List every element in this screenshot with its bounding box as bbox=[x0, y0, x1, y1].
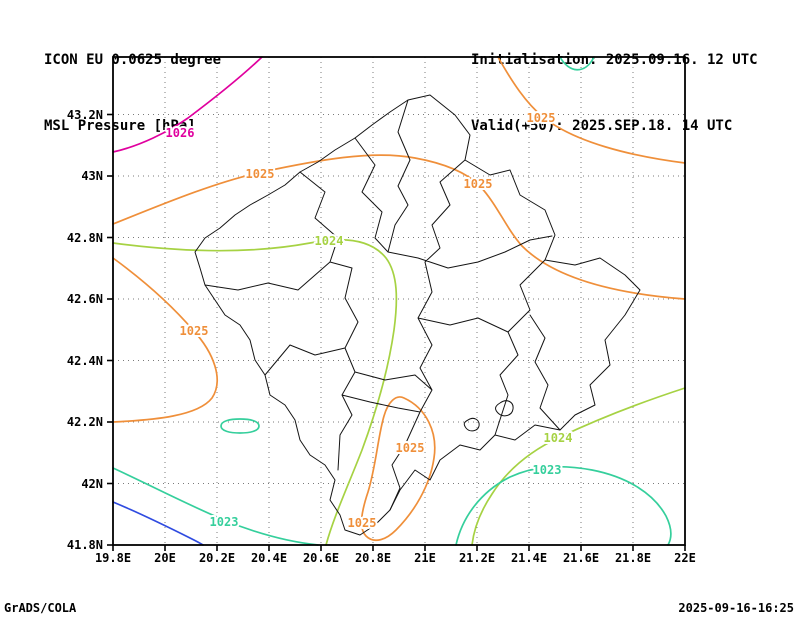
y-tick-label: 42.2N bbox=[66, 415, 103, 429]
creation-timestamp: 2025-09-16-16:25 bbox=[678, 601, 794, 615]
isobar-1023-southwest bbox=[112, 467, 319, 546]
contour-label-1025: 1025 bbox=[396, 441, 425, 455]
isobar-1024-main bbox=[112, 238, 398, 546]
x-tick-label: 20.8E bbox=[354, 551, 392, 565]
y-tick-label: 42.6N bbox=[66, 292, 103, 306]
x-tick-label: 21E bbox=[414, 551, 436, 565]
contour-label-1025: 1025 bbox=[527, 111, 556, 125]
contour-label-1024: 1024 bbox=[315, 234, 344, 248]
isobar-1023-small-loop bbox=[220, 418, 260, 434]
plot-frame bbox=[112, 56, 686, 546]
isobar-1025-south-loop bbox=[360, 396, 436, 542]
isobar-1026 bbox=[112, 56, 263, 153]
x-tick-label: 20.6E bbox=[302, 551, 340, 565]
axis-ticks bbox=[107, 113, 686, 551]
isobar-1023-southeast bbox=[455, 465, 672, 546]
valid-time: Valid(+50): 2025.SEP.18. 14 UTC bbox=[471, 118, 733, 134]
isobar-1025-topright bbox=[497, 56, 686, 164]
y-tick-label: 41.8N bbox=[66, 538, 103, 552]
kosovo-outline bbox=[194, 94, 641, 536]
contour-label-1025: 1025 bbox=[246, 167, 275, 181]
y-tick-label: 42.4N bbox=[66, 353, 103, 368]
grads-credit: GrADS/COLA bbox=[4, 601, 77, 615]
contour-label-1023: 1023 bbox=[210, 515, 239, 529]
isobar-1023-top-dip bbox=[559, 56, 595, 71]
x-tick-label: 20E bbox=[154, 551, 176, 565]
model-title: ICON EU 0.0625 degree bbox=[44, 52, 222, 68]
contour-label-1023: 1023 bbox=[533, 463, 562, 477]
contour-label-1025: 1025 bbox=[348, 516, 377, 530]
x-tick-label: 20.4E bbox=[250, 551, 288, 565]
x-tick-label: 21.6E bbox=[562, 551, 600, 565]
isobar-1024-east bbox=[471, 387, 686, 546]
y-tick-label: 42N bbox=[81, 476, 103, 491]
isobar-1025-main bbox=[112, 154, 686, 300]
enclave-boundaries bbox=[463, 400, 514, 432]
isobar-1025-west bbox=[112, 257, 219, 423]
district-boundaries bbox=[204, 99, 561, 511]
x-tick-label: 21.4E bbox=[510, 551, 548, 565]
x-tick-label: 20.2E bbox=[198, 551, 236, 565]
x-tick-label: 21.8E bbox=[614, 551, 652, 565]
isobar-1022-corner bbox=[112, 501, 204, 546]
y-tick-label: 43.2N bbox=[66, 107, 103, 122]
kosovo-boundaries bbox=[194, 94, 641, 536]
contour-label-1026: 1026 bbox=[166, 126, 195, 140]
grid-lines bbox=[113, 57, 685, 545]
contour-label-1025: 1025 bbox=[180, 324, 209, 338]
contour-labels: 1026 1025 1025 1025 1024 1025 1025 1024 1023 1023… bbox=[164, 109, 575, 532]
x-tick-label: 19.8E bbox=[94, 551, 132, 565]
contour-label-1024: 1024 bbox=[544, 431, 573, 445]
x-tick-label: 22E bbox=[674, 551, 696, 565]
y-tick-label: 42.8N bbox=[66, 230, 103, 245]
contour-label-1025: 1025 bbox=[464, 177, 493, 191]
x-tick-label: 21.2E bbox=[458, 551, 496, 565]
y-tick-label: 43N bbox=[81, 169, 103, 183]
isobar-contours bbox=[112, 56, 686, 546]
